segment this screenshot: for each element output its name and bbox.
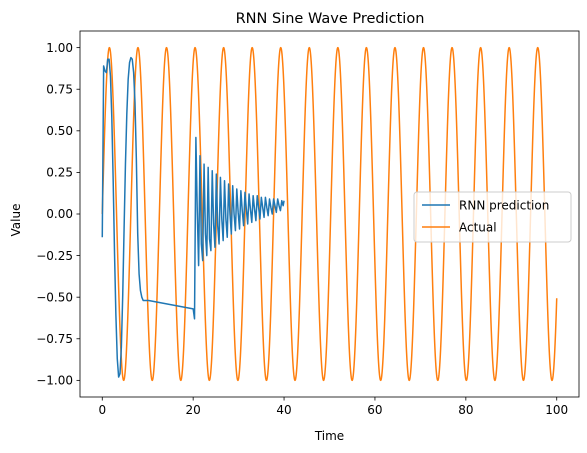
y-axis-label: Value bbox=[9, 204, 23, 237]
y-tick-label: −1.00 bbox=[36, 374, 73, 388]
x-tick-label: 20 bbox=[186, 403, 201, 417]
legend-box bbox=[413, 191, 572, 243]
chart-title: RNN Sine Wave Prediction bbox=[236, 11, 425, 27]
x-tick-label: 60 bbox=[367, 403, 382, 417]
series-line-rnn-prediction bbox=[101, 56, 285, 378]
y-tick-label: 1.00 bbox=[46, 41, 73, 55]
y-tick-label: 0.75 bbox=[46, 82, 73, 96]
y-tick-label: 0.50 bbox=[46, 124, 73, 138]
axes: 0 20 40 60 80 100 −1.00 −0.75 −0.50 −0.25 0.00 0.25… bbox=[36, 30, 580, 417]
y-tick-label: −0.75 bbox=[36, 332, 73, 346]
series-line-actual bbox=[101, 46, 558, 382]
x-axis-label: Time bbox=[314, 429, 344, 443]
x-tick-label: 0 bbox=[98, 403, 106, 417]
x-tick-label: 100 bbox=[545, 403, 568, 417]
x-tick-label: 80 bbox=[458, 403, 473, 417]
y-tick-label: 0.25 bbox=[46, 166, 73, 180]
legend: RNN prediction Actual bbox=[413, 191, 572, 243]
y-tick-label: −0.50 bbox=[36, 290, 73, 304]
y-tick-label: 0.00 bbox=[46, 207, 73, 221]
y-tick-label: −0.25 bbox=[36, 249, 73, 263]
plot-area bbox=[101, 46, 558, 382]
legend-label: Actual bbox=[459, 220, 497, 234]
legend-label: RNN prediction bbox=[459, 198, 549, 212]
x-tick-label: 40 bbox=[276, 403, 291, 417]
